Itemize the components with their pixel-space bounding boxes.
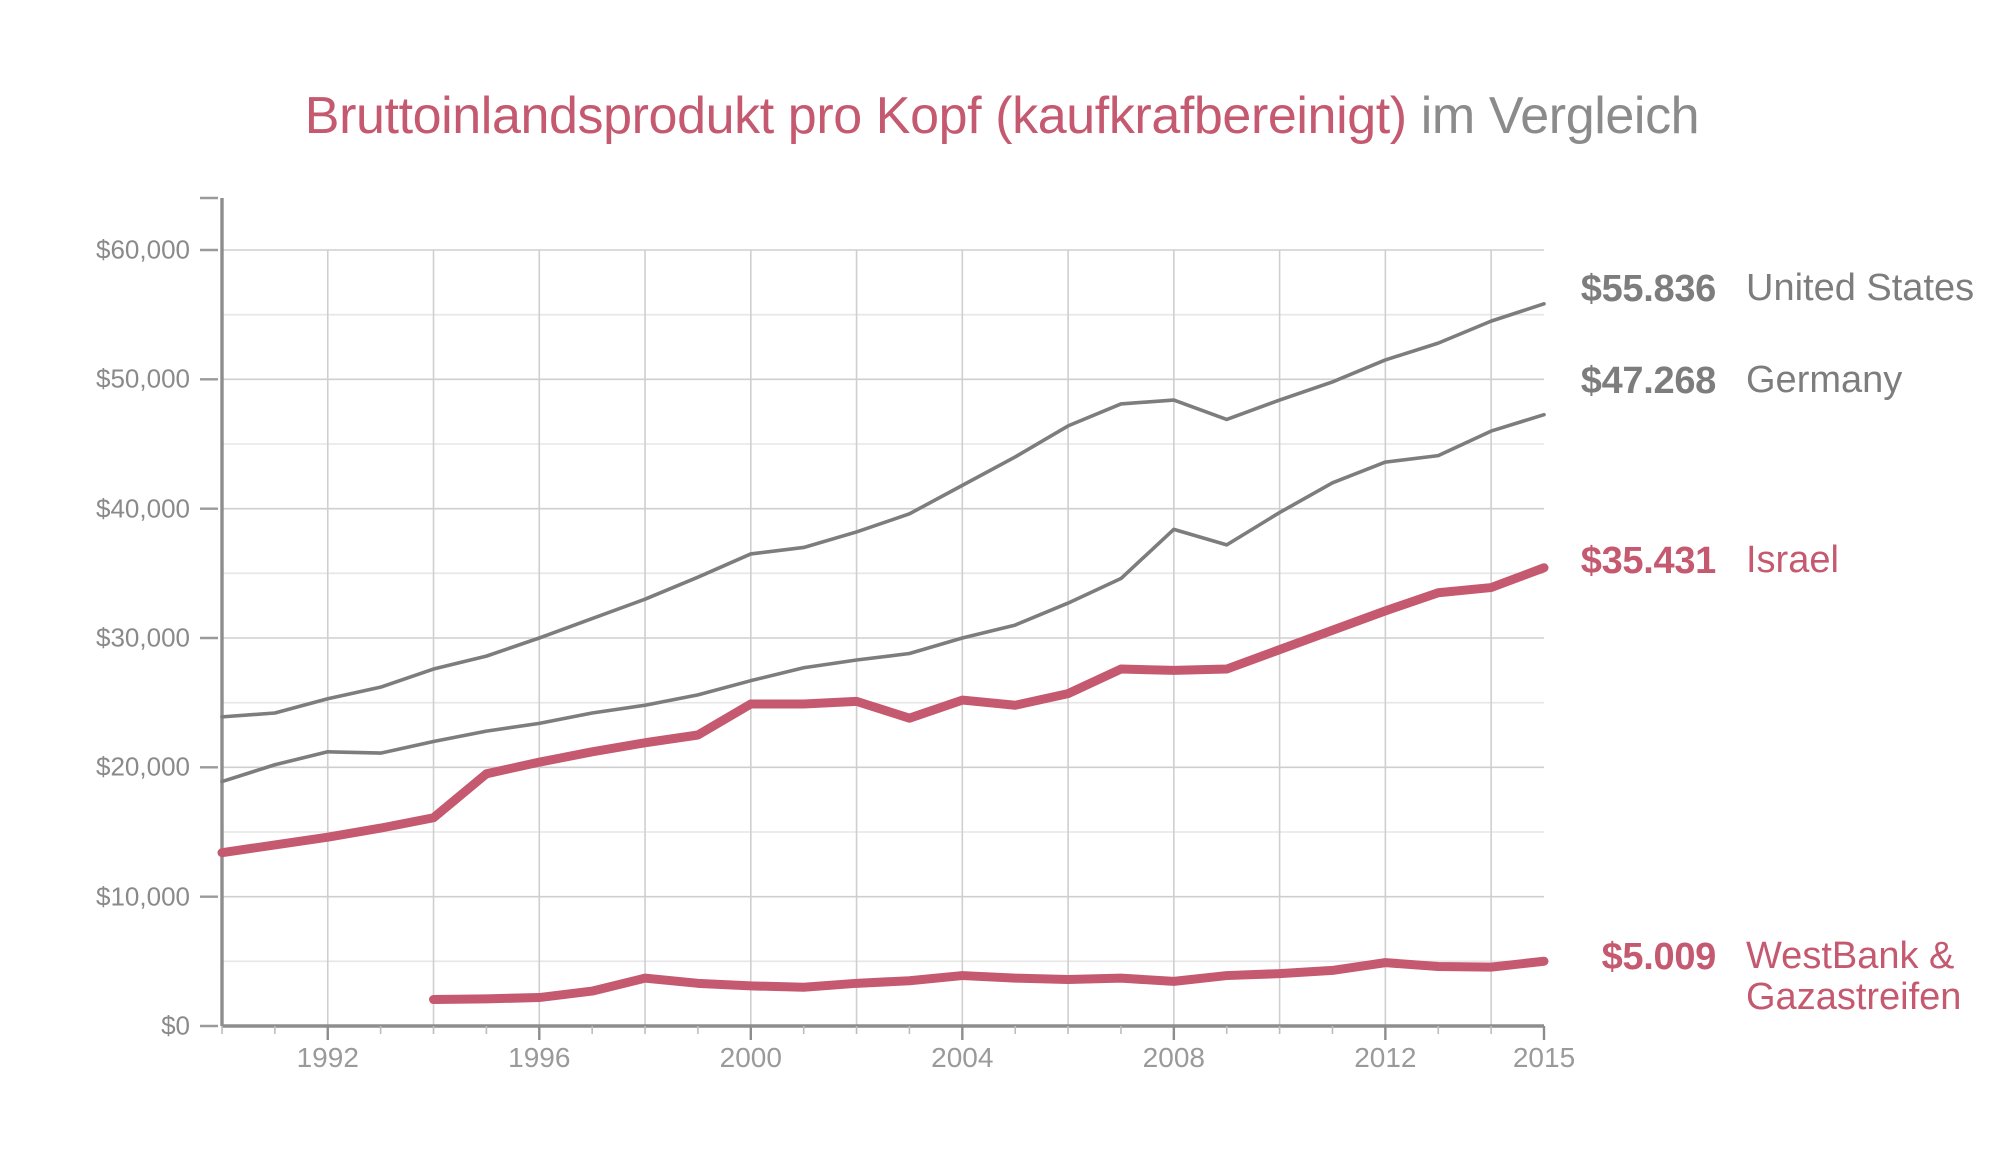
- series-value: $35.431: [1580, 540, 1717, 582]
- page-title: Bruttoinlandsprodukt pro Kopf (kaufkrafb…: [0, 86, 2004, 146]
- series-line-germany: [220, 412, 1546, 784]
- series-name: WestBank & Gazastreifen: [1746, 935, 1962, 1019]
- series-line-westbank-gazastreifen: [429, 956, 1549, 1004]
- grid-vertical: [326, 250, 1492, 1026]
- series-value: $5.009: [1601, 936, 1717, 978]
- y-axis: $0 $10,000 $20,000 $30,000 $40,000 $50,000 $60…: [90, 235, 190, 1041]
- series-label-germany: $47.268 Germany: [1556, 359, 1903, 403]
- x-tick-label: 2015: [1512, 1042, 1576, 1073]
- x-tick-label: 2012: [1354, 1042, 1417, 1073]
- series-label-israel: $35.431 Israel: [1556, 539, 1839, 583]
- series-lines: [217, 302, 1549, 1004]
- chart-canvas: [200, 196, 1549, 1040]
- x-tick-label: 2004: [931, 1042, 994, 1073]
- x-tick-label: 1992: [296, 1042, 359, 1073]
- series-line-united-states: [220, 302, 1546, 719]
- y-tick-label: $10,000: [96, 881, 190, 912]
- x-axis: 1992 1996 2000 2004 2008 2012 2015: [222, 1042, 1576, 1082]
- axis-lines: [220, 198, 1544, 1028]
- series-name: United States: [1746, 267, 1975, 309]
- series-line-israel: [217, 563, 1549, 858]
- x-tick-label: 2000: [719, 1042, 782, 1073]
- series-name: Israel: [1746, 539, 1839, 581]
- title-accent-text: Bruttoinlandsprodukt pro Kopf (kaufkrafb…: [304, 87, 1407, 145]
- x-tick-label: 1996: [508, 1042, 571, 1073]
- series-label-united-states: $55.836 United States: [1556, 267, 1975, 311]
- title-muted-text: im Vergleich: [1406, 87, 1700, 145]
- y-tick-label: $40,000: [96, 493, 190, 524]
- grid-minor: [222, 313, 1544, 963]
- plot-area: [200, 196, 1549, 1040]
- series-value: $55.836: [1580, 268, 1717, 310]
- series-label-westbank-gazastreifen: $5.009 WestBank & Gazastreifen: [1556, 935, 1962, 1019]
- y-tick-label: $30,000: [96, 622, 190, 653]
- x-tick-label: 2008: [1142, 1042, 1205, 1073]
- y-tick-label: $50,000: [96, 363, 190, 394]
- y-tick-label: $60,000: [96, 234, 190, 265]
- y-tick-label: $20,000: [96, 751, 190, 782]
- series-name: Germany: [1746, 359, 1903, 401]
- series-value: $47.268: [1580, 360, 1717, 402]
- y-tick-label: $0: [161, 1010, 190, 1041]
- tick-marks: [200, 196, 1546, 1040]
